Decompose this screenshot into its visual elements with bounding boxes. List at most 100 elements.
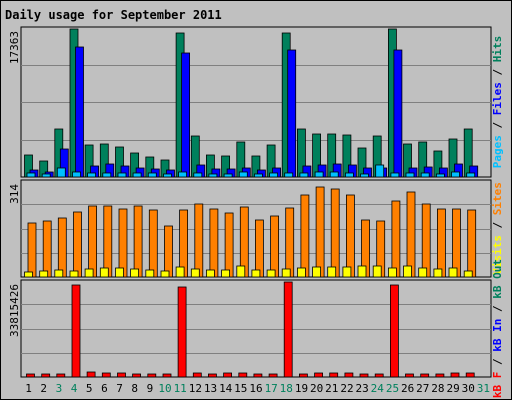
x-tick-label-day-4: 4 xyxy=(71,382,78,395)
bar-visits-day-16 xyxy=(251,269,261,278)
bar-pages-day-4 xyxy=(72,171,81,178)
bar-pages-day-26 xyxy=(405,172,415,178)
bar-kb-f-day-23 xyxy=(359,373,369,378)
bar-kb-f-day-25 xyxy=(389,284,399,378)
bar-sites-day-29 xyxy=(452,208,461,278)
bar-visits-day-24 xyxy=(372,265,382,278)
bar-files-day-11 xyxy=(181,52,191,178)
x-tick-label-day-14: 14 xyxy=(219,382,233,395)
bar-pages-day-2 xyxy=(41,173,51,178)
bar-visits-day-9 xyxy=(145,269,155,278)
panel-sites: 314 Visits / Sites xyxy=(8,179,504,278)
bar-visits-day-20 xyxy=(312,266,322,278)
bar-kb-f-day-24 xyxy=(374,373,384,378)
bar-visits-day-7 xyxy=(115,267,124,278)
x-tick-label-day-10: 10 xyxy=(158,382,171,395)
bar-pages-day-14 xyxy=(223,173,233,178)
bar-sites-day-25 xyxy=(391,200,401,278)
x-tick-label-day-24: 24 xyxy=(371,382,385,395)
bar-visits-day-2 xyxy=(39,270,49,278)
bar-pages-day-28 xyxy=(435,173,445,178)
bar-visits-day-13 xyxy=(205,269,215,278)
bar-pages-day-20 xyxy=(314,171,324,178)
x-tick-label-day-17: 17 xyxy=(265,382,278,395)
x-tick-label-day-8: 8 xyxy=(131,382,138,395)
bar-visits-day-28 xyxy=(433,268,443,278)
bar-sites-day-1 xyxy=(27,222,37,278)
panel-usage: 17363 Pages / Files / Hits xyxy=(8,26,504,178)
bar-pages-day-27 xyxy=(420,172,430,178)
bar-sites-day-3 xyxy=(57,217,67,278)
bar-pages-day-5 xyxy=(87,172,96,178)
bar-visits-day-12 xyxy=(190,268,200,278)
bar-kb-f-day-8 xyxy=(132,373,142,378)
axis-title-usage: Pages / Files / Hits xyxy=(491,36,504,169)
x-tick-label-day-26: 26 xyxy=(401,382,414,395)
x-tick-label-day-7: 7 xyxy=(116,382,123,395)
x-tick-label-day-11: 11 xyxy=(174,382,187,395)
bar-pages-day-25 xyxy=(390,172,400,178)
bar-visits-day-10 xyxy=(160,270,170,278)
bar-kb-f-day-6 xyxy=(101,372,111,378)
bar-kb-f-day-17 xyxy=(268,373,278,378)
bar-visits-day-8 xyxy=(130,268,140,278)
bar-kb-f-day-22 xyxy=(344,372,354,378)
x-tick-label-day-30: 30 xyxy=(462,382,475,395)
x-tick-label-day-23: 23 xyxy=(355,382,368,395)
bar-sites-day-30 xyxy=(467,209,477,278)
axis-title-part: Files xyxy=(491,82,504,115)
axis-title-part: Hits xyxy=(491,36,504,63)
bar-kb-f-day-30 xyxy=(465,372,475,378)
x-tick-label-day-31: 31 xyxy=(477,382,490,395)
axis-title-part: / xyxy=(491,352,504,372)
bar-kb-f-day-1 xyxy=(26,373,35,378)
bar-sites-day-27 xyxy=(421,203,431,278)
x-tick-label-day-5: 5 xyxy=(86,382,93,395)
bar-visits-day-5 xyxy=(84,268,94,278)
bar-kb-f-day-2 xyxy=(41,373,51,378)
bar-kb-f-day-28 xyxy=(435,373,445,378)
x-axis-labels: 1 2 3 4 5 6 7 8 9 10 11 12 13 14 15 16 17 18 19 20 21 22 23 24 2… xyxy=(25,382,490,395)
bar-sites-day-10 xyxy=(164,225,173,278)
bar-sites-day-5 xyxy=(88,205,97,278)
bar-sites-day-12 xyxy=(194,203,204,278)
y-max-label-sites: 314 xyxy=(8,184,21,204)
x-tick-label-day-19: 19 xyxy=(295,382,308,395)
bar-pages-day-15 xyxy=(238,171,248,178)
axis-title-part: Sites xyxy=(491,182,504,215)
bar-sites-day-16 xyxy=(254,219,264,278)
bar-visits-day-25 xyxy=(387,267,397,278)
bar-kb-f-day-29 xyxy=(450,372,460,378)
bar-pages-day-22 xyxy=(344,172,354,178)
bar-sites-day-17 xyxy=(270,215,280,278)
bar-kb-f-day-14 xyxy=(223,372,233,378)
x-tick-label-day-16: 16 xyxy=(249,382,262,395)
bar-visits-day-23 xyxy=(357,265,367,278)
bar-kb-f-day-21 xyxy=(329,372,339,378)
bar-visits-day-30 xyxy=(463,270,473,278)
bar-sites-day-9 xyxy=(148,209,158,278)
bar-pages-day-16 xyxy=(253,173,263,178)
bar-visits-day-15 xyxy=(236,265,246,278)
bar-files-day-18 xyxy=(287,49,297,178)
bar-visits-day-4 xyxy=(69,270,79,278)
bar-pages-day-7 xyxy=(117,172,127,178)
x-tick-label-day-2: 2 xyxy=(40,382,47,395)
x-tick-label-day-29: 29 xyxy=(446,382,459,395)
bar-visits-day-29 xyxy=(448,267,458,278)
bar-sites-day-6 xyxy=(103,205,113,278)
x-tick-label-day-6: 6 xyxy=(101,382,108,395)
bar-pages-day-18 xyxy=(284,172,294,178)
bar-pages-day-30 xyxy=(466,172,476,178)
y-max-label-kbytes: 33815426 xyxy=(8,284,21,337)
bar-kb-f-day-5 xyxy=(86,371,96,378)
bar-kb-f-day-19 xyxy=(298,373,308,378)
bar-visits-day-27 xyxy=(418,267,428,278)
axis-title-part: / xyxy=(491,62,504,82)
axis-title-sites: Visits / Sites xyxy=(491,182,504,275)
x-tick-label-day-3: 3 xyxy=(56,382,63,395)
bar-pages-day-1 xyxy=(26,172,36,178)
